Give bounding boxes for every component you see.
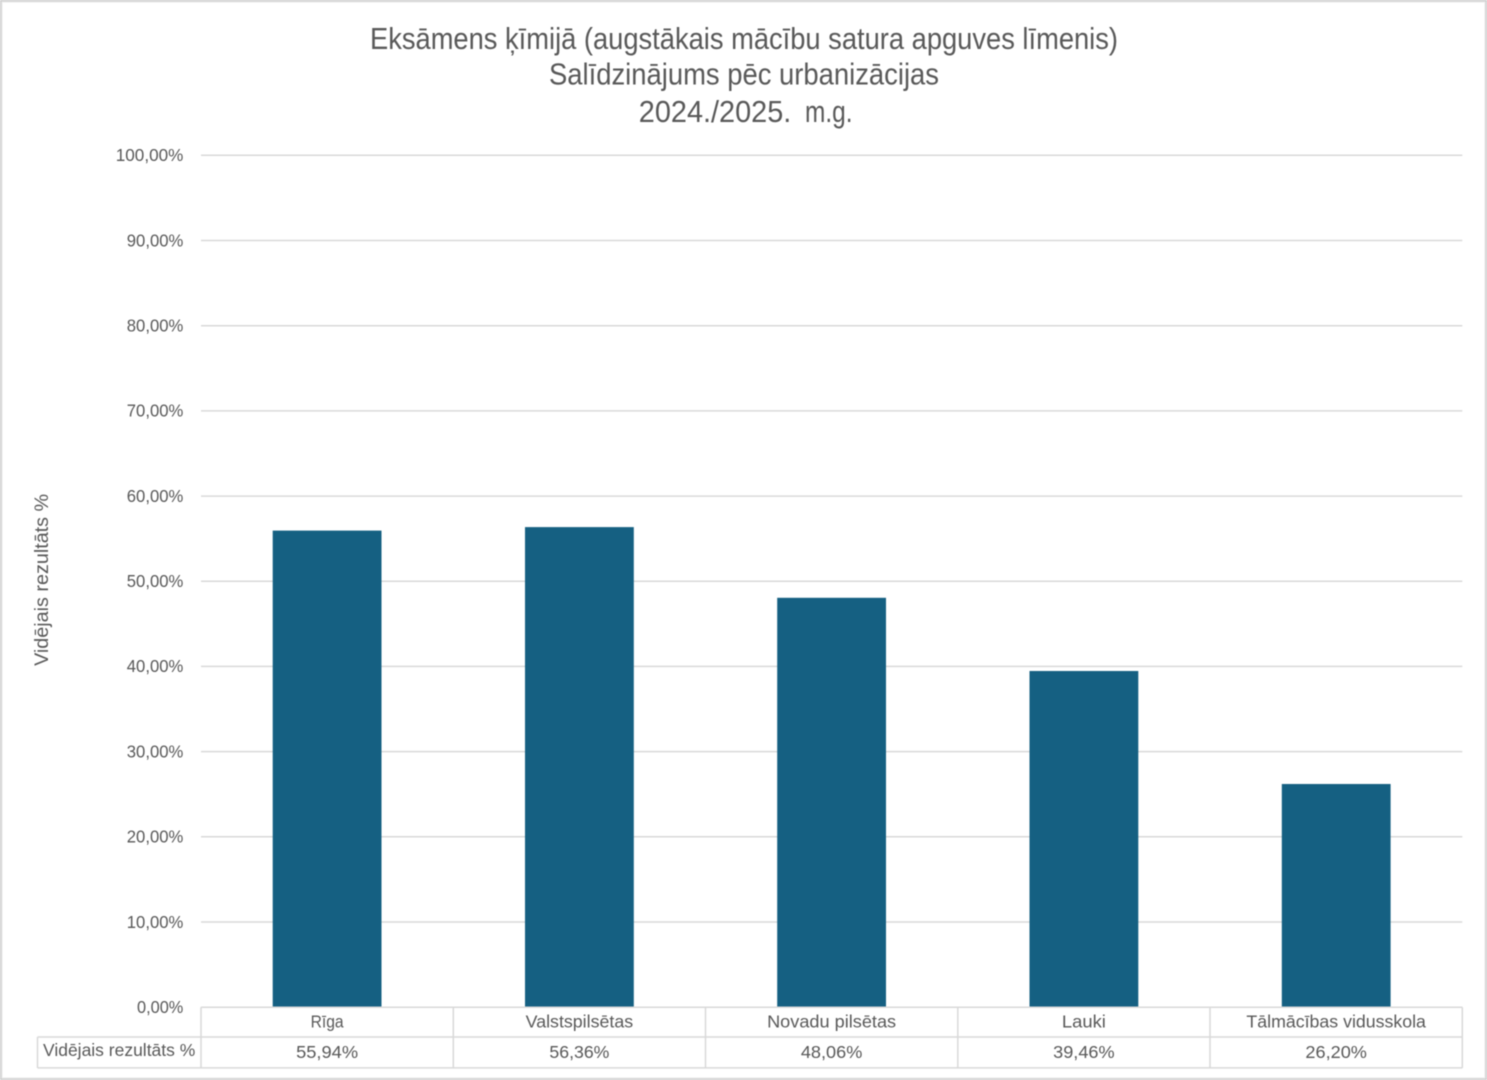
svg-text:39,46%: 39,46% bbox=[1053, 1042, 1115, 1062]
svg-text:10,00%: 10,00% bbox=[127, 912, 184, 932]
svg-text:m.g.: m.g. bbox=[805, 94, 853, 129]
svg-text:80,00%: 80,00% bbox=[127, 316, 184, 336]
svg-text:48,06%: 48,06% bbox=[801, 1042, 863, 1062]
svg-text:Salīdzinājums pēc urbanizācija: Salīdzinājums pēc urbanizācijas bbox=[549, 56, 939, 91]
svg-text:100,00%: 100,00% bbox=[116, 145, 184, 165]
svg-text:40,00%: 40,00% bbox=[127, 656, 184, 676]
svg-text:30,00%: 30,00% bbox=[127, 741, 184, 761]
svg-text:Lauki: Lauki bbox=[1062, 1011, 1106, 1031]
svg-text:50,00%: 50,00% bbox=[127, 571, 184, 591]
svg-text:0,00%: 0,00% bbox=[137, 997, 183, 1017]
svg-text:Vidējais rezultāts %: Vidējais rezultāts % bbox=[43, 1040, 195, 1060]
svg-text:Novadu pilsētas: Novadu pilsētas bbox=[767, 1011, 896, 1031]
svg-text:60,00%: 60,00% bbox=[127, 486, 184, 506]
svg-text:20,00%: 20,00% bbox=[127, 827, 184, 847]
svg-text:Valstspilsētas: Valstspilsētas bbox=[526, 1011, 634, 1031]
svg-text:Tālmācības vidusskola: Tālmācības vidusskola bbox=[1246, 1011, 1426, 1031]
svg-text:Vidējais rezultāts %: Vidējais rezultāts % bbox=[32, 494, 53, 666]
svg-text:Rīga: Rīga bbox=[311, 1011, 344, 1031]
svg-text:2024./2025.: 2024./2025. bbox=[639, 94, 792, 129]
svg-text:90,00%: 90,00% bbox=[127, 230, 184, 250]
svg-text:Eksāmens ķīmijā (augstākais mā: Eksāmens ķīmijā (augstākais mācību satur… bbox=[370, 21, 1118, 56]
svg-text:56,36%: 56,36% bbox=[549, 1042, 609, 1062]
svg-text:70,00%: 70,00% bbox=[127, 401, 184, 421]
svg-text:55,94%: 55,94% bbox=[296, 1042, 358, 1062]
svg-text:26,20%: 26,20% bbox=[1305, 1042, 1367, 1062]
